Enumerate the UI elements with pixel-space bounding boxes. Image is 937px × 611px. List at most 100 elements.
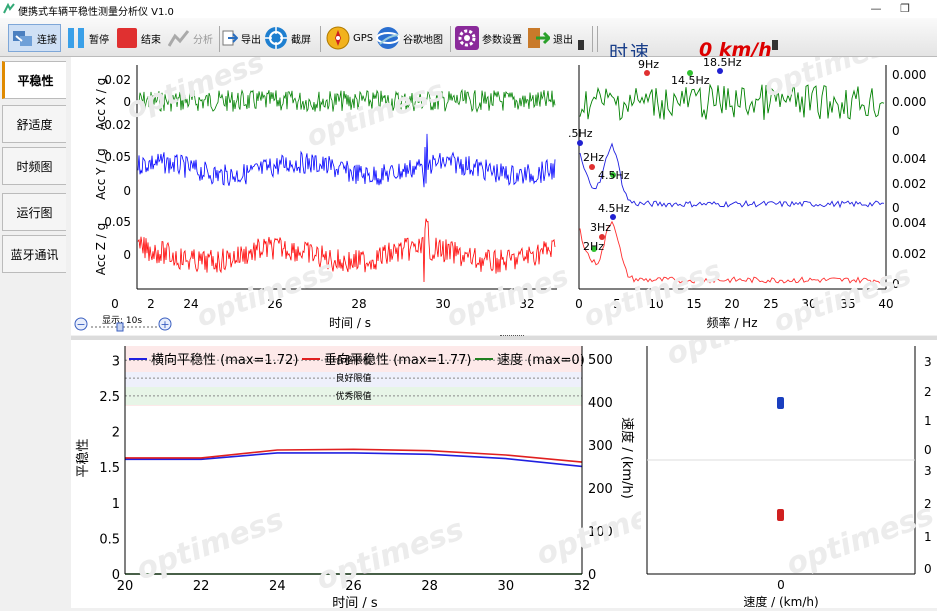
acceleration-time-plot: Acc X / g Acc Y / g Acc Z / g 0.02 0 -0.… [74,45,588,334]
time-x-tick: 30 [435,297,450,311]
acceleration-time-panel: Acc X / g Acc Y / g Acc Z / g 0.02 0 -0.… [71,45,588,335]
frequency-spectrum-plot: 0.000 0.000 0 0.004 0.002 0 0.004 0.002 … [568,23,926,338]
peak-marker [599,234,605,240]
legend-speed: 速度 (max=0) [497,352,585,368]
watermark: optimess [532,487,641,573]
minus-icon: − [76,318,85,331]
freq-x-tick: 30 [801,297,816,311]
peak-label: 2Hz [583,240,604,253]
peak-label: 18.5Hz [703,57,742,69]
scatter-ticks: 0 1 2 3 0 1 2 3 [924,355,932,576]
nav-tab-running-chart[interactable]: 运行图 [2,193,66,231]
toolbar: 连接 暂停 结束 分析 导出 截屏 GPS 谷歌地图 参数设置 退出 时速 0 [0,18,937,64]
scatter-x-tick: 0 [777,578,785,592]
zoom-out-button[interactable] [74,317,88,331]
analyze-button[interactable]: 分析 [168,26,213,50]
freq-y-y-tick: 0 [892,201,900,215]
toolbar-separator [450,26,451,52]
settings-button[interactable]: 参数设置 [455,26,522,50]
nav-tab-comfort[interactable]: 舒适度 [2,105,66,143]
maximize-button[interactable]: ❐ [900,2,910,15]
freq-x-tick: 40 [878,297,893,311]
exit-label: 退出 [553,34,573,46]
pause-button[interactable]: 暂停 [66,26,109,50]
spectrum-trace [579,83,885,121]
toolbar-separator [219,26,220,52]
y-tick-label: 2.5 [99,390,120,405]
compass-icon [326,26,350,50]
toolbar-separator [320,26,321,52]
speed-dropdown-icon[interactable] [772,40,778,50]
spectrum-trace [579,220,885,284]
acc-y-axis-label: Acc Y / g [94,148,108,200]
time-x-tick: 32 [519,297,534,311]
y-tick-label: 3 [112,354,120,369]
speed-value: 0 km/h [699,39,772,61]
gps-label: GPS [353,32,374,44]
y-tick-label: 0 [112,568,120,583]
freq-x-tick: 35 [840,297,855,311]
watermark: optimess [759,57,905,104]
acc-trace [137,218,556,283]
watermark: optimess [782,497,937,583]
speed-axis-label: 速度 / (km/h) [619,417,635,499]
analyze-label: 分析 [193,34,213,46]
minimize-button[interactable]: — [870,2,882,15]
toolbar-dropdown-icon[interactable] [578,40,584,50]
peak-marker [610,214,616,220]
freq-x-tick: 5 [613,297,621,311]
nav-tab-bluetooth[interactable]: 蓝牙通讯 [2,235,66,273]
acc-x-axis-label: Acc X / g [94,78,108,131]
nav-tab-ride-quality[interactable]: 平稳性 [2,61,66,99]
x-tick-label: 32 [574,579,591,594]
scatter-y-tick: 0 [924,562,932,576]
time-x-axis-label: 时间 / s [329,316,371,330]
peak-marker [589,164,595,170]
scatter-y-tick: 3 [924,355,932,369]
connect-button[interactable]: 连接 [8,24,61,52]
y2-tick-label: 0 [588,568,596,583]
scatter-y-tick: 2 [924,385,932,399]
google-map-button[interactable]: 谷歌地图 [376,26,443,50]
y-tick-label: 2 [112,426,120,441]
vertical-splitter[interactable] [71,336,937,340]
freq-y-y-tick: 0.004 [892,152,926,166]
screenshot-button[interactable]: 截屏 [264,26,311,50]
series-line [125,452,583,468]
exit-button[interactable]: 退出 [526,26,573,50]
time-x-tick: 0 [111,297,119,311]
gps-button[interactable]: GPS [326,26,373,50]
display-span-thumb[interactable] [116,322,124,332]
splitter-grip[interactable] [500,335,524,338]
x-tick-label: 24 [269,579,286,594]
export-button[interactable]: 导出 [222,26,261,50]
legend-vertical: 垂向平稳性 (max=1.77) [324,352,471,368]
freq-x-tick: 20 [724,297,739,311]
freq-x-tick: 25 [763,297,778,311]
settings-label: 参数设置 [482,34,522,46]
app-icon [3,3,15,14]
x-tick-label: 20 [117,579,134,594]
watermark: optimess [579,253,725,333]
connect-icon [13,31,32,46]
acc-y-tick: 0 [123,184,131,198]
freq-z-y-tick: 0.004 [892,216,926,230]
x-tick-label: 22 [193,579,210,594]
y-tick-label: 0.5 [99,532,120,547]
globe-icon [376,27,400,49]
nav-tab-time-frequency[interactable]: 时频图 [2,147,66,185]
peak-marker [717,68,723,74]
scatter-y-tick: 2 [924,497,932,511]
settings-gear-icon [455,26,479,50]
scatter-y-tick: 1 [924,414,932,428]
window-title: 便携式车辆平稳性测量分析仪 V1.0 [18,7,174,18]
freq-x-axis-label: 频率 / Hz [707,315,758,330]
end-button[interactable]: 结束 [116,26,161,50]
x-tick-label: 28 [421,579,438,594]
scatter-y-tick: 3 [924,464,932,478]
y2-tick-label: 200 [588,482,613,497]
time-x-tick: 2 [147,297,155,311]
zoom-in-button[interactable] [158,317,172,331]
